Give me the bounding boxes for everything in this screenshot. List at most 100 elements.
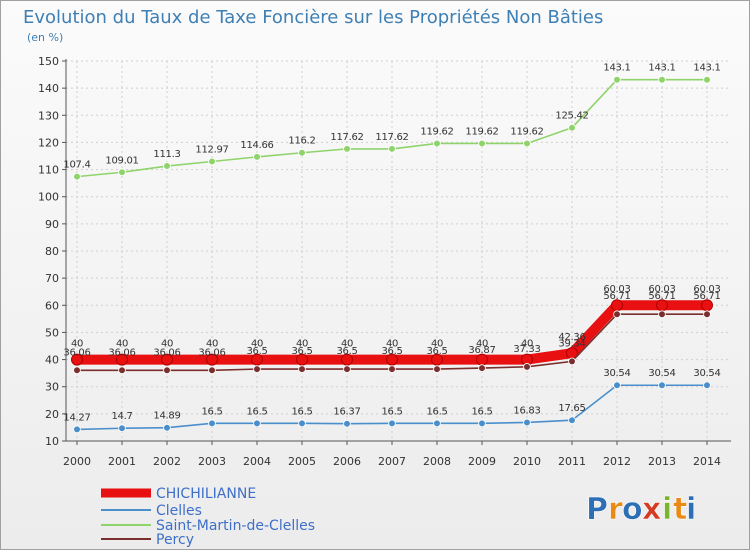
x-tick-label: 2011 [558,455,586,468]
data-label: 114.66 [240,140,273,151]
data-point [118,168,126,177]
data-label: 56.71 [603,291,630,302]
data-point [253,365,261,373]
data-point [433,139,441,148]
data-label: 60.03 [648,284,675,295]
series-chichilianne [71,299,713,366]
data-point [386,353,398,366]
data-point [523,418,531,427]
data-label: 119.62 [420,126,453,137]
data-point [161,353,173,366]
x-tick-label: 2002 [153,455,181,468]
data-point [298,365,306,373]
data-point [163,423,171,432]
data-point [253,153,261,161]
y-tick-label: 80 [45,245,59,258]
data-label: 60.03 [603,284,630,295]
data-point [703,75,711,84]
y-tick-label: 120 [38,136,59,149]
data-label: 40 [71,339,83,350]
data-point [206,353,218,366]
data-label: 37.33 [513,344,540,355]
data-label: 119.62 [465,126,498,137]
data-label: 36.5 [246,346,267,357]
data-label: 16.5 [291,406,312,417]
data-point [73,425,81,434]
data-label: 117.62 [330,132,363,143]
data-label: 30.54 [693,368,720,379]
logo-letter: o [622,492,643,527]
data-label: 16.5 [471,406,492,417]
data-point [568,123,576,132]
data-point [208,419,216,428]
x-tick-label: 2004 [243,455,271,468]
series-percy [73,310,711,375]
logo-letter: r [608,492,623,527]
y-tick-label: 20 [45,408,59,421]
y-tick-label: 30 [45,381,59,394]
logo-letter: x [642,492,661,527]
data-point [163,366,171,375]
logo-letter: t [673,492,687,527]
data-point [73,366,81,375]
data-point [703,381,711,390]
data-label: 40 [116,339,128,350]
y-tick-label: 130 [38,109,59,122]
data-label: 116.2 [288,136,315,147]
data-point [296,353,308,366]
data-label: 143.1 [603,63,630,74]
x-tick-label: 2012 [603,455,631,468]
data-label: 36.5 [336,346,357,357]
x-tick-label: 2001 [108,455,136,468]
data-point [253,419,261,428]
x-tick-label: 2013 [648,455,676,468]
data-label: 16.5 [381,406,402,417]
data-label: 40 [341,339,353,350]
data-point [568,357,576,366]
data-label: 56.71 [693,291,720,302]
data-point [433,419,441,428]
data-point [523,363,531,371]
series-clelles [73,381,711,434]
data-point [613,381,621,390]
series-group [71,75,713,434]
data-point [343,365,351,373]
data-point [613,310,621,319]
data-point [116,353,128,366]
data-point [341,353,353,366]
y-tick-label: 140 [38,82,59,95]
x-tick-label: 2009 [468,455,496,468]
data-point [343,419,351,428]
logo-letter: i [686,492,696,527]
data-point [658,75,666,84]
data-label: 16.5 [246,406,267,417]
data-label: 36.06 [63,347,90,358]
data-label: 14.89 [153,411,180,422]
axes: 10 20 30 40 50 60 70 80 90 100 110 120 130 140 150 2000… [38,55,731,468]
data-label: 40 [386,339,398,350]
data-label: 14.27 [63,412,90,423]
legend: CHICHILIANNEClellesSaint-Martin-de-Clell… [101,486,315,548]
series-saint-martin-de-clelles [73,75,711,181]
y-tick-label: 90 [45,218,59,231]
y-tick-label: 100 [38,191,59,204]
y-tick-label: 60 [45,299,59,312]
data-label: 40 [251,339,263,350]
data-label: 36.5 [291,346,312,357]
data-point [298,419,306,428]
data-label: 119.62 [510,126,543,137]
data-label: 112.97 [195,145,228,156]
data-point [73,172,81,181]
legend-label: Percy [156,532,194,548]
data-label: 36.87 [468,345,495,356]
data-label: 16.83 [513,405,540,416]
data-label: 36.06 [153,347,180,358]
data-point [118,424,126,433]
data-point [613,75,621,84]
legend-label: Clelles [156,503,202,519]
data-label: 60.03 [693,284,720,295]
chart-title: Evolution du Taux de Taxe Foncière sur l… [23,7,603,28]
